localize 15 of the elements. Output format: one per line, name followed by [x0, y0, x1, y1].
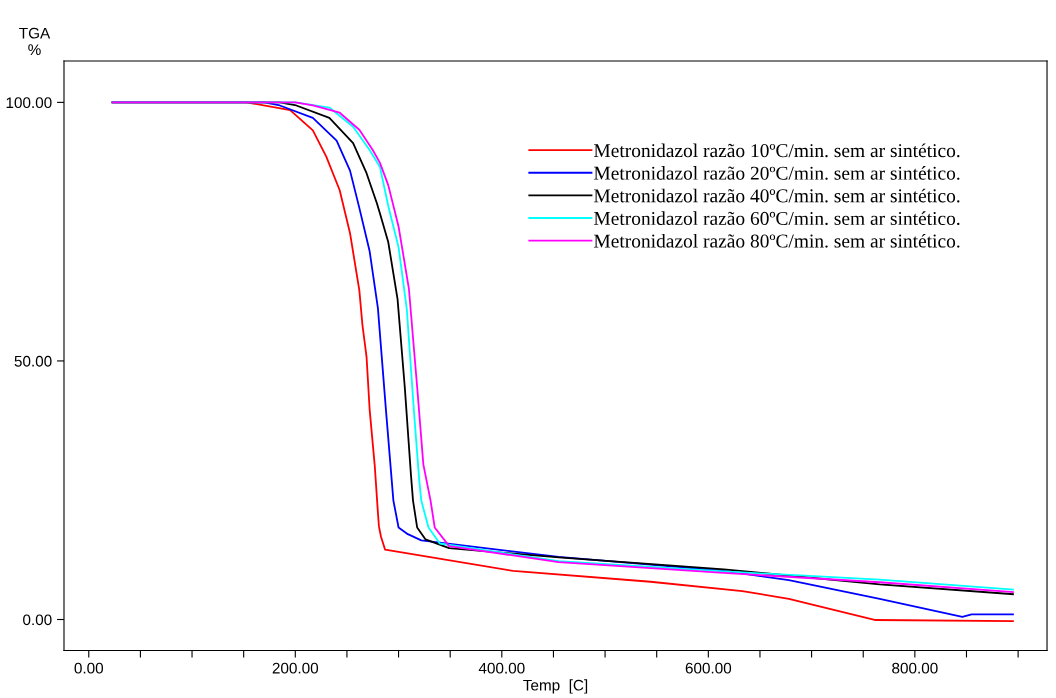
x-axis-title: Temp [C]	[523, 679, 588, 694]
x-tick-label: 0.00	[74, 662, 104, 674]
legend-label: Metronidazol razão 60ºC/min. sem ar sintético.	[593, 211, 960, 226]
legend-label: Metronidazol razão 10ºC/min. sem ar sintético.	[593, 143, 960, 158]
y-tick-label: 100.00	[6, 97, 52, 109]
y-tick-label: 50.00	[14, 355, 52, 367]
x-tick-label: 400.00	[478, 662, 525, 674]
y-tick-label: 0.00	[23, 614, 52, 626]
legend-label: Metronidazol razão 80ºC/min. sem ar sintético.	[593, 233, 960, 248]
y-axis-title: TGA %	[19, 27, 51, 55]
legend-label: Metronidazol razão 20ºC/min. sem ar sintético.	[593, 166, 960, 180]
x-tick-label: 200.00	[272, 662, 319, 674]
legend-label: Metronidazol razão 40ºC/min. sem ar sintético.	[593, 188, 960, 203]
x-tick-label: 600.00	[685, 662, 732, 674]
x-tick-label: 800.00	[892, 662, 938, 674]
